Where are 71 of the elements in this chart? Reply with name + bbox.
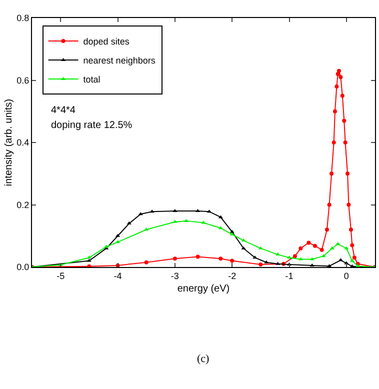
x-axis-title: energy (eV) xyxy=(177,283,230,294)
y-tick-label: 0.0 xyxy=(16,262,30,272)
text: (c) xyxy=(197,353,210,365)
point xyxy=(144,228,149,231)
y-axis-title: intensity (arb. units) xyxy=(4,98,15,186)
annotation: 4*4*4 xyxy=(51,105,76,116)
point xyxy=(292,254,297,258)
point xyxy=(86,258,92,262)
legend-label: total xyxy=(83,74,100,84)
point xyxy=(230,258,234,263)
point xyxy=(332,109,337,114)
point xyxy=(144,260,148,264)
point xyxy=(327,202,332,207)
legend-label: nearest neighbors xyxy=(83,55,156,66)
point xyxy=(348,228,353,232)
x-tick-label: 0 xyxy=(344,270,349,281)
point xyxy=(258,262,263,267)
point xyxy=(352,256,356,260)
legend-label: doped sites xyxy=(83,36,130,46)
x-tick-label: -5 xyxy=(56,270,65,281)
point xyxy=(344,261,349,264)
y-tick-label: 0.6 xyxy=(16,75,30,86)
point xyxy=(218,256,223,261)
point xyxy=(306,240,311,245)
y-tick-label: 0.8 xyxy=(16,13,30,24)
point xyxy=(172,256,177,261)
point xyxy=(241,238,246,242)
point xyxy=(334,84,339,88)
point xyxy=(126,221,132,224)
y-tick-label: 0.4 xyxy=(16,138,30,148)
point xyxy=(336,68,341,73)
point xyxy=(346,202,351,207)
x-tick-label: -4 xyxy=(114,270,122,281)
point xyxy=(332,140,336,144)
point xyxy=(258,246,263,250)
x-tick-label: -1 xyxy=(285,270,294,281)
point xyxy=(241,246,246,250)
line-series xyxy=(32,218,375,267)
point xyxy=(201,220,206,224)
point xyxy=(276,262,280,265)
x-tick-label: -3 xyxy=(170,270,179,281)
point xyxy=(330,246,334,250)
point xyxy=(230,232,234,236)
point xyxy=(138,212,143,216)
point xyxy=(230,230,234,233)
point xyxy=(343,140,348,144)
point xyxy=(264,260,269,264)
point xyxy=(350,243,354,248)
point xyxy=(338,75,343,80)
point xyxy=(350,258,354,262)
point xyxy=(172,220,178,223)
y-tick-label: 0.2 xyxy=(16,200,30,210)
annotation: doping rate 12.5% xyxy=(51,120,132,131)
point xyxy=(346,172,350,176)
point xyxy=(336,242,340,245)
point xyxy=(310,263,314,266)
point xyxy=(324,228,329,232)
point xyxy=(312,244,317,248)
point xyxy=(172,208,178,212)
point xyxy=(87,264,92,267)
point xyxy=(218,226,223,230)
point xyxy=(342,118,346,123)
point xyxy=(196,254,200,259)
point xyxy=(276,252,280,256)
point xyxy=(340,94,344,98)
x-tick-label: -2 xyxy=(228,270,236,281)
point xyxy=(298,246,303,250)
point xyxy=(184,218,189,222)
point xyxy=(320,248,324,252)
point xyxy=(330,172,334,176)
point xyxy=(344,246,349,250)
